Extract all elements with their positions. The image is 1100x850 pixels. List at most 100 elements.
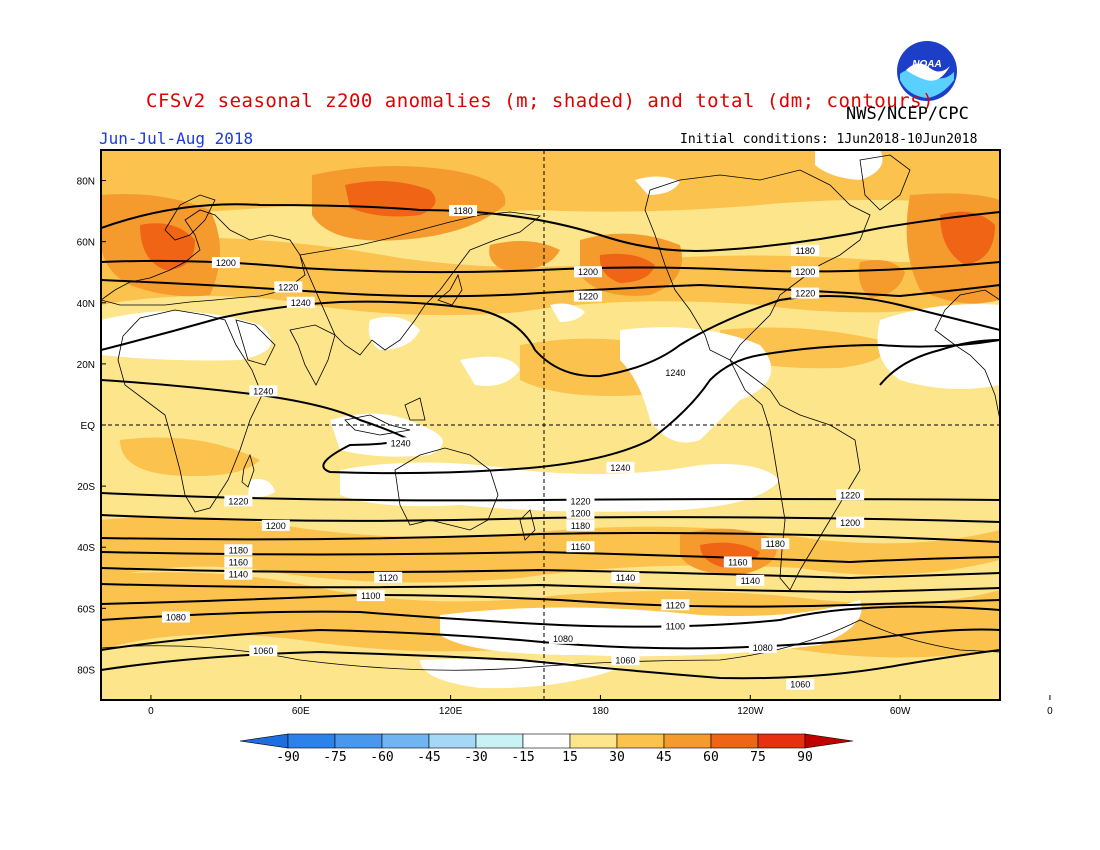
colorbar-label: 15 <box>562 750 578 765</box>
colorbar-label: 30 <box>609 750 625 765</box>
contour-label: 1220 <box>274 281 303 293</box>
colorbar-low-arrow <box>239 733 289 749</box>
svg-text:1140: 1140 <box>741 576 760 586</box>
svg-text:1080: 1080 <box>753 643 773 653</box>
contour-label: 1200 <box>566 507 595 519</box>
svg-text:1240: 1240 <box>291 298 311 308</box>
season-label: Jun-Jul-Aug 2018 <box>99 129 254 148</box>
noaa-logo: NOAA <box>897 41 957 101</box>
svg-text:1200: 1200 <box>570 509 590 519</box>
lat-label: 80N <box>77 177 95 188</box>
svg-text:1080: 1080 <box>553 634 573 644</box>
contour-label: 1220 <box>791 287 820 299</box>
svg-text:1180: 1180 <box>453 206 472 216</box>
svg-text:1180: 1180 <box>571 521 590 531</box>
colorbar-swatch <box>334 733 383 749</box>
svg-text:1220: 1220 <box>795 289 815 299</box>
colorbar-high-arrow <box>804 733 854 749</box>
colorbar-label: -75 <box>323 750 346 765</box>
contour-label: 1100 <box>356 590 385 602</box>
contour-label: 1240 <box>606 461 635 473</box>
lat-label: 20S <box>77 482 95 493</box>
contour-label: 1160 <box>224 556 253 568</box>
colorbar-label: -90 <box>276 750 299 765</box>
svg-text:1140: 1140 <box>229 570 248 580</box>
svg-text:1100: 1100 <box>361 591 380 601</box>
colorbar-label: 45 <box>656 750 672 765</box>
contour-label: 1080 <box>748 642 777 654</box>
svg-text:1240: 1240 <box>391 438 411 448</box>
lat-label: 60S <box>77 604 95 615</box>
lon-label: 0 <box>1047 706 1053 717</box>
svg-text:1180: 1180 <box>796 246 815 256</box>
lon-label: 120E <box>439 706 463 717</box>
svg-text:1180: 1180 <box>229 545 248 555</box>
lat-label: EQ <box>81 421 96 432</box>
colorbar-swatch <box>663 733 712 749</box>
agency-label: NWS/NCEP/CPC <box>846 104 969 124</box>
contour-label: 1200 <box>211 257 240 269</box>
svg-text:1240: 1240 <box>665 368 685 378</box>
contour-label: 1080 <box>161 611 190 623</box>
colorbar-label: -15 <box>511 750 534 765</box>
contour-label: 1180 <box>449 205 478 217</box>
contour-label: 1060 <box>249 645 278 657</box>
svg-text:1060: 1060 <box>253 646 273 656</box>
svg-text:1200: 1200 <box>840 518 860 528</box>
colorbar-label: 60 <box>703 750 719 765</box>
contour-label: 1180 <box>761 538 790 550</box>
contour-label: 1200 <box>261 519 290 531</box>
svg-text:1160: 1160 <box>728 558 747 568</box>
colorbar-label: -60 <box>370 750 393 765</box>
svg-text:1240: 1240 <box>253 386 273 396</box>
axis-labels: 80N 60N 40N 20N EQ 20S 40S 60S 80S 0 60E 120E 180 120… <box>77 177 1054 717</box>
colorbar-swatch <box>710 733 759 749</box>
svg-text:1220: 1220 <box>578 292 598 302</box>
contour-label: 1060 <box>611 654 640 666</box>
contour-label: 1120 <box>374 571 403 583</box>
colorbar-swatch <box>381 733 430 749</box>
contour-label: 1180 <box>791 244 820 256</box>
svg-text:1120: 1120 <box>666 600 685 610</box>
contour-label: 1220 <box>836 489 865 501</box>
contour-label: 1240 <box>386 437 415 449</box>
lat-label: 60N <box>77 238 95 249</box>
map-title: CFSv2 seasonal z200 anomalies (m; shaded… <box>146 90 934 112</box>
contour-label: 1140 <box>611 571 640 583</box>
svg-text:1180: 1180 <box>766 539 785 549</box>
lat-label: 80S <box>77 665 95 676</box>
svg-text:1220: 1220 <box>570 496 590 506</box>
contour-label: 1220 <box>573 290 602 302</box>
colorbar-swatch <box>569 733 618 749</box>
contour-label: 1220 <box>566 495 595 507</box>
svg-text:1080: 1080 <box>166 613 186 623</box>
colorbar-label: 75 <box>750 750 766 765</box>
colorbar-swatch <box>287 733 336 749</box>
contour-label: 1180 <box>566 519 595 531</box>
colorbar-label: -30 <box>464 750 487 765</box>
svg-text:1220: 1220 <box>228 496 248 506</box>
lat-label: 20N <box>77 360 95 371</box>
height-contours <box>101 203 1000 680</box>
initial-conditions-label: Initial conditions: 1Jun2018-10Jun2018 <box>680 132 978 147</box>
svg-text:1200: 1200 <box>578 267 598 277</box>
svg-text:1060: 1060 <box>615 655 635 665</box>
contour-label: 1240 <box>249 385 278 397</box>
svg-text:1100: 1100 <box>666 622 685 632</box>
lon-label: 60E <box>292 706 310 717</box>
svg-text:1160: 1160 <box>229 558 248 568</box>
lon-label: 120W <box>737 706 764 717</box>
lon-label: 180 <box>592 706 609 717</box>
svg-text:1200: 1200 <box>795 267 815 277</box>
colorbar-swatch <box>757 733 806 749</box>
svg-text:1220: 1220 <box>840 490 860 500</box>
contour-label: 1200 <box>791 266 820 278</box>
contour-label: 1160 <box>723 556 752 568</box>
svg-text:1060: 1060 <box>790 680 810 690</box>
contour-label: 1080 <box>548 632 577 644</box>
lon-label: 60W <box>890 706 911 717</box>
contour-label: 1160 <box>566 541 595 553</box>
colorbar-swatch <box>616 733 665 749</box>
